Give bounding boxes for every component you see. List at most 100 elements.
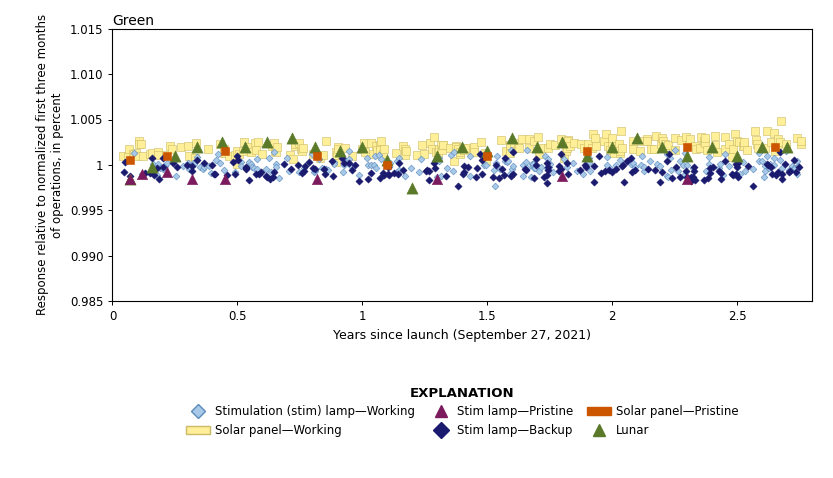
Point (557, 156, 571, 163)
Point (647, 145, 661, 153)
Point (311, 174, 324, 182)
Point (312, 156, 326, 163)
Point (756, 143, 769, 151)
Point (436, 141, 449, 149)
Point (481, 152, 494, 160)
Point (348, 161, 362, 169)
Point (417, 150, 431, 157)
Point (740, 146, 753, 154)
Point (468, 148, 481, 155)
X-axis label: Years since launch (September 27, 2021): Years since launch (September 27, 2021) (333, 329, 591, 342)
Point (382, 172, 395, 179)
Point (430, 173, 443, 180)
Point (182, 159, 195, 167)
Point (540, 159, 553, 166)
Point (230, 161, 243, 168)
Point (581, 140, 595, 147)
Point (317, 165, 331, 173)
Point (522, 144, 536, 152)
Point (531, 133, 545, 141)
Point (645, 145, 658, 152)
Point (626, 145, 639, 152)
Point (329, 158, 342, 166)
Point (332, 145, 345, 152)
Point (163, 142, 177, 150)
Point (614, 156, 627, 164)
Point (454, 148, 467, 156)
Point (202, 162, 215, 170)
Point (731, 152, 744, 160)
Point (352, 171, 366, 179)
Point (212, 150, 225, 158)
Point (773, 156, 786, 163)
Point (444, 144, 457, 152)
Point (263, 175, 277, 183)
Point (708, 132, 721, 140)
Point (764, 160, 777, 168)
Point (297, 144, 310, 152)
Point (471, 164, 484, 172)
Point (191, 143, 204, 151)
Point (711, 148, 724, 156)
Point (397, 166, 410, 174)
Point (521, 164, 534, 172)
Point (686, 174, 700, 181)
Point (152, 149, 165, 156)
Point (785, 163, 798, 170)
Point (376, 169, 389, 177)
Point (656, 134, 669, 141)
Point (147, 172, 161, 179)
Point (557, 154, 571, 162)
Point (336, 154, 349, 162)
Point (729, 130, 742, 138)
Point (541, 155, 554, 163)
Point (713, 164, 726, 172)
Point (734, 170, 747, 178)
Point (687, 167, 701, 175)
Point (261, 138, 274, 146)
Point (153, 164, 167, 172)
Point (314, 155, 327, 163)
Point (150, 164, 163, 172)
Point (616, 145, 629, 152)
Point (603, 146, 616, 154)
Point (330, 151, 343, 158)
Point (716, 171, 729, 179)
Point (729, 160, 742, 168)
Point (516, 172, 529, 180)
Point (477, 161, 491, 169)
Point (606, 134, 619, 142)
Point (252, 138, 265, 146)
Point (268, 147, 282, 155)
Point (505, 146, 518, 154)
Point (780, 147, 793, 155)
Point (123, 172, 137, 180)
Point (476, 156, 489, 163)
Point (581, 152, 594, 160)
Point (594, 170, 607, 177)
Point (761, 160, 774, 168)
Point (658, 141, 671, 148)
Point (143, 151, 157, 158)
Point (503, 141, 516, 149)
Point (695, 133, 708, 141)
Point (541, 163, 555, 171)
Point (504, 172, 517, 180)
Point (681, 152, 694, 160)
Point (271, 143, 284, 151)
Point (414, 155, 427, 163)
Point (295, 145, 308, 152)
Point (726, 145, 740, 152)
Point (494, 137, 507, 144)
Point (606, 143, 619, 151)
Point (370, 164, 383, 172)
Point (242, 176, 256, 184)
Point (392, 154, 406, 162)
Point (731, 160, 745, 167)
Point (706, 163, 720, 171)
Point (503, 145, 516, 153)
Point (136, 170, 149, 178)
Point (399, 147, 412, 155)
Point (601, 153, 614, 161)
Point (782, 166, 796, 174)
